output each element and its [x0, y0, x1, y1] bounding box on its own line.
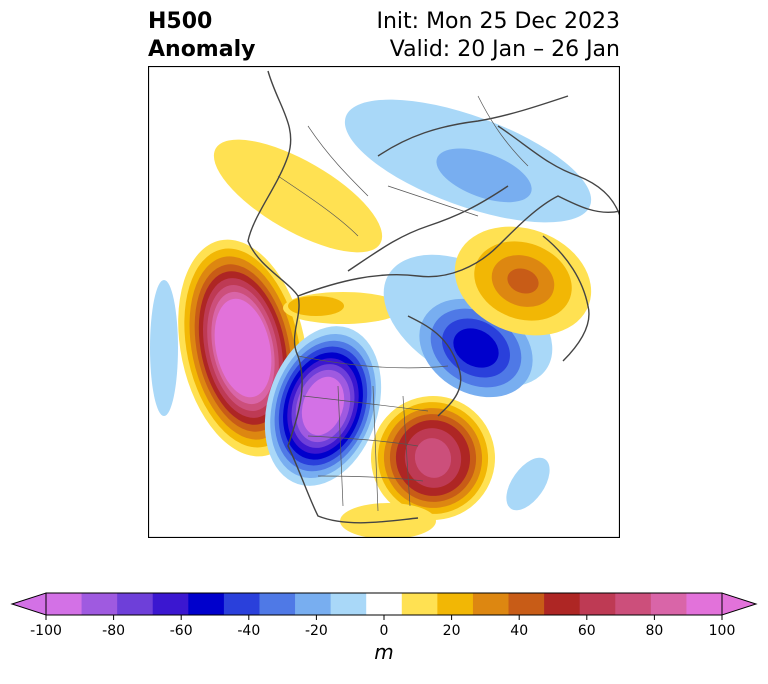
colorbar-bin — [223, 593, 260, 615]
colorbar-tick-label: 0 — [380, 623, 389, 639]
coastlines — [247, 70, 620, 524]
colorbar-bin — [330, 593, 367, 615]
colorbar-bin — [366, 593, 403, 615]
colorbar-bin — [437, 593, 474, 615]
colorbar-tick-label: 100 — [709, 623, 736, 639]
colorbar: -100 -80 -60 -40 -20 0 20 40 60 80 100 — [10, 592, 758, 639]
title-valid-range: Valid: 20 Jan – 26 Jan — [389, 37, 620, 62]
atlantic-negative-spot — [506, 457, 550, 511]
pacific-negative-strip — [150, 280, 178, 416]
colorbar-bin — [295, 593, 332, 615]
title-field-type: Anomaly — [148, 37, 256, 62]
colorbar-unit-label: m — [374, 640, 394, 664]
colorbar-bin — [401, 593, 438, 615]
alaska-high — [213, 139, 383, 253]
title-init-date: Init: Mon 25 Dec 2023 — [376, 9, 621, 34]
colorbar-tick-label: -20 — [305, 623, 328, 639]
colorbar-tick-label: 20 — [443, 623, 461, 639]
colorbar-bin — [46, 593, 83, 615]
colorbar-bin — [650, 593, 687, 615]
political-borders — [277, 95, 529, 512]
colorbar-tick-label: 40 — [510, 623, 528, 639]
colorbar-bin — [508, 593, 545, 615]
colorbar-tick-label: -40 — [237, 623, 260, 639]
colorbar-bin — [544, 593, 581, 615]
colorbar-bin — [152, 593, 189, 615]
arctic-low — [344, 99, 592, 223]
colorbar-extend-low — [10, 592, 47, 616]
colorbar-bin — [259, 593, 296, 615]
title-right: Init: Mon 25 Dec 2023 Valid: 20 Jan – 26… — [377, 8, 621, 64]
colorbar-tick-label: 80 — [645, 623, 663, 639]
colorbar-bin — [686, 593, 723, 615]
anomaly-map — [148, 66, 620, 538]
ridge-extension-orange — [288, 296, 344, 316]
colorbar-tick-label: -100 — [30, 623, 62, 639]
colorbar-bin — [615, 593, 652, 615]
colorbar-tick-label: -80 — [102, 623, 125, 639]
colorbar-bin — [188, 593, 225, 615]
colorbar-bin — [81, 593, 118, 615]
title-left: H500 Anomaly — [148, 8, 255, 64]
colorbar-tick-label: -60 — [170, 623, 193, 639]
colorbar-tick-label: 60 — [578, 623, 596, 639]
map-frame — [148, 66, 620, 538]
colorbar-extend-high — [721, 592, 758, 616]
title-field-name: H500 — [148, 9, 213, 34]
colorbar-bin — [472, 593, 510, 615]
colorbar-bin — [579, 593, 616, 615]
colorbar-bin — [117, 593, 154, 615]
